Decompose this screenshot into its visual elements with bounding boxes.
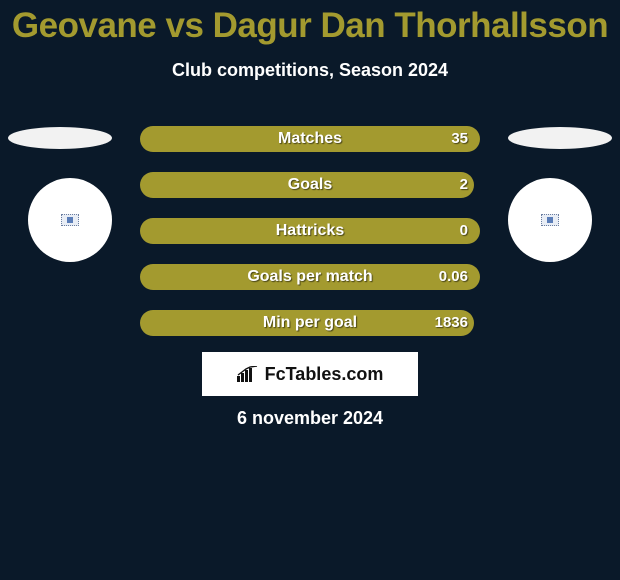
stat-label: Goals <box>140 172 480 198</box>
stat-value: 0 <box>460 218 468 244</box>
stat-value: 2 <box>460 172 468 198</box>
stat-label: Hattricks <box>140 218 480 244</box>
stat-row: Hattricks 0 <box>140 218 480 244</box>
brand-box: FcTables.com <box>202 352 418 396</box>
stat-label: Min per goal <box>140 310 480 336</box>
player-right-badge <box>508 178 592 262</box>
stat-row: Goals 2 <box>140 172 480 198</box>
player-left-badge <box>28 178 112 262</box>
comparison-infographic: Geovane vs Dagur Dan Thorhallsson Club c… <box>0 0 620 580</box>
flag-icon <box>61 214 79 226</box>
stat-value: 35 <box>451 126 468 152</box>
stat-label: Matches <box>140 126 480 152</box>
subtitle: Club competitions, Season 2024 <box>0 60 620 81</box>
stat-row: Goals per match 0.06 <box>140 264 480 290</box>
player-right-shadow <box>508 127 612 149</box>
flag-icon <box>541 214 559 226</box>
chart-icon <box>237 366 259 382</box>
stat-row: Min per goal 1836 <box>140 310 480 336</box>
stat-row: Matches 35 <box>140 126 480 152</box>
stat-value: 0.06 <box>439 264 468 290</box>
brand-text: FcTables.com <box>265 364 384 385</box>
stat-value: 1836 <box>435 310 468 336</box>
page-title: Geovane vs Dagur Dan Thorhallsson <box>0 0 620 46</box>
player-left-shadow <box>8 127 112 149</box>
date-text: 6 november 2024 <box>0 408 620 429</box>
stat-label: Goals per match <box>140 264 480 290</box>
stat-bars: Matches 35 Goals 2 Hattricks 0 Goals per… <box>140 126 480 356</box>
